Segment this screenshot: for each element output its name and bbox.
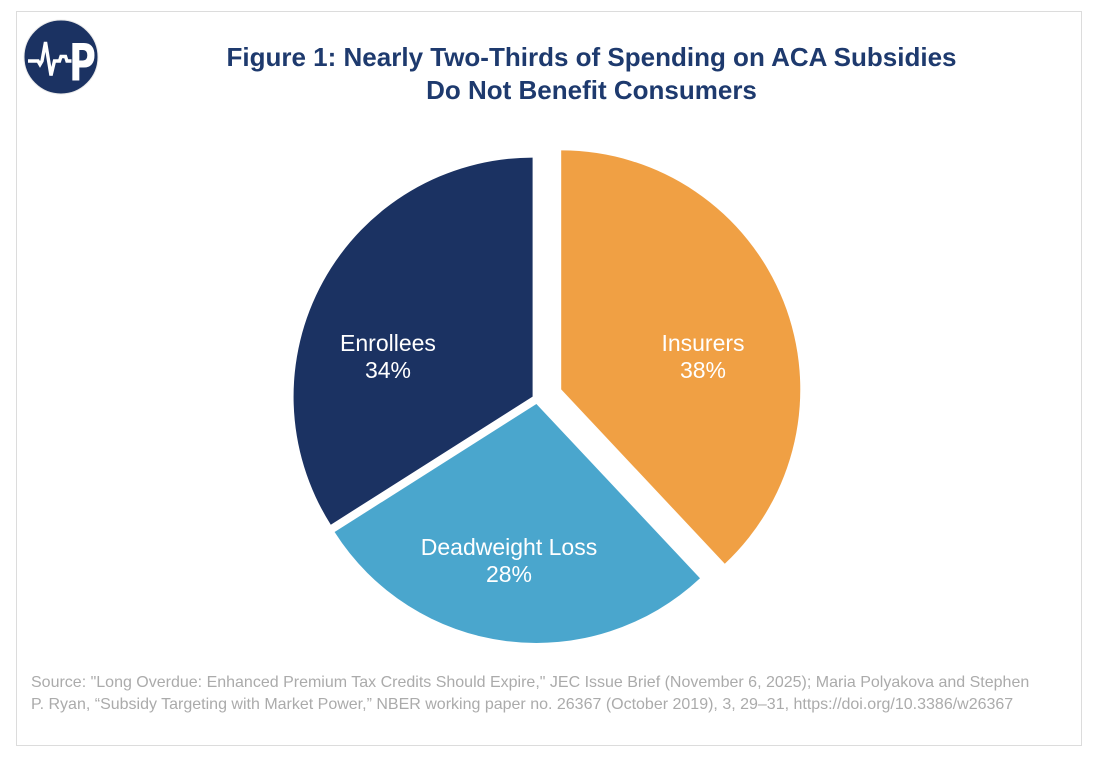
figure-title-line2: Do Not Benefit Consumers [426,75,757,105]
pie-slice-enrollees [293,157,533,525]
figure-title-line1: Figure 1: Nearly Two-Thirds of Spending … [226,42,957,72]
figure-title: Figure 1: Nearly Two-Thirds of Spending … [102,41,1081,107]
logo-letter: P [69,34,96,94]
pie-slice-label-enrollees: Enrollees 34% [340,330,436,383]
pie-slice-label-deadweight-loss: Deadweight Loss 28% [421,534,597,587]
paragon-pulse-logo-graphic: P [23,19,99,95]
pie-slice-label-insurers: Insurers 38% [661,330,744,383]
source-note: Source: "Long Overdue: Enhanced Premium … [31,674,1030,713]
pie-slice-deadweight-loss [334,404,700,643]
figure-frame: P Figure 1: Nearly Two-Thirds of Spendin… [16,11,1082,746]
pie-slice-insurers [561,150,801,564]
pie-chart: Insurers 38% Deadweight Loss 28% Enrollees 34… [293,150,801,643]
paragon-logo: P [23,19,99,95]
heartbeat-pulse-icon [28,41,72,76]
